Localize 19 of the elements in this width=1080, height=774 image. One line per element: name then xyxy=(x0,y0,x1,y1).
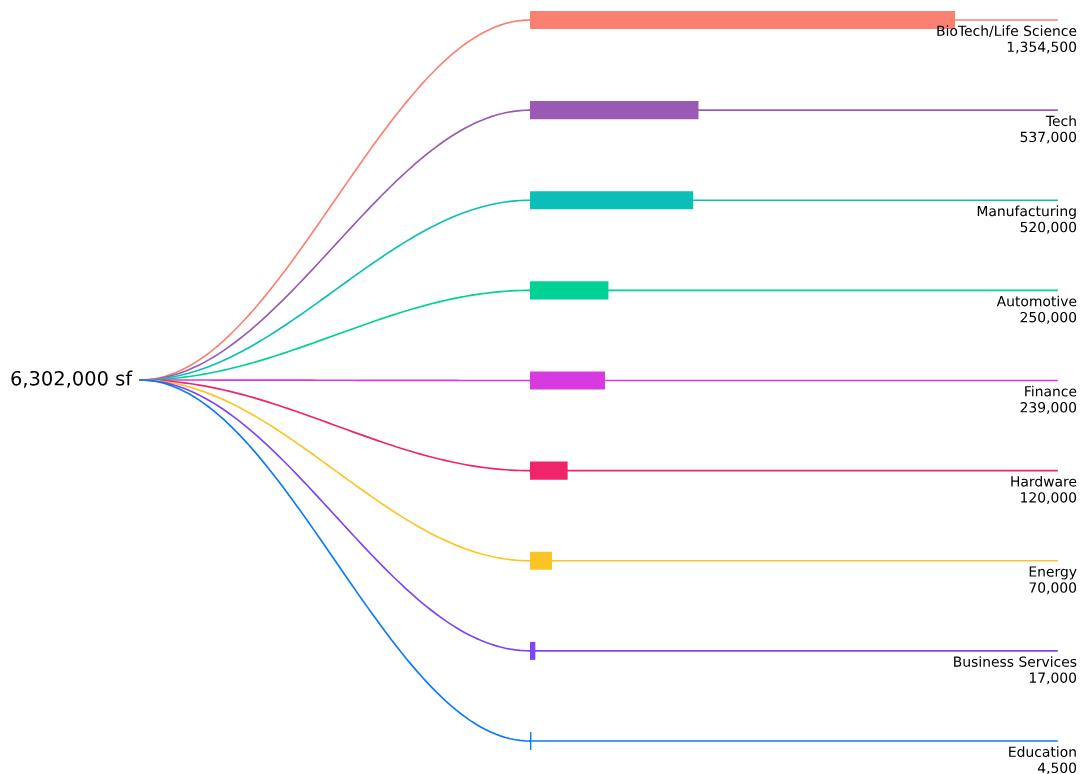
y-tick-label: Hardware xyxy=(1011,475,1077,487)
data-label: 537,000 xyxy=(1020,131,1077,144)
data-label: 1,354,500 xyxy=(1007,41,1077,54)
y-tick-label: Tech xyxy=(1045,115,1076,127)
data-label: 520,000 xyxy=(1020,221,1077,234)
y-tick-label: Business Services xyxy=(954,656,1077,667)
y-tick-label: BioTech/Life Science xyxy=(937,25,1077,38)
data-label: 4,500 xyxy=(1037,762,1077,774)
y-tick-label: Automotive xyxy=(996,295,1077,307)
text: 6,302,000 sf xyxy=(11,370,133,388)
data-label: 250,000 xyxy=(1020,311,1077,324)
y-tick-label: Education xyxy=(1009,746,1076,758)
data-label: 17,000 xyxy=(1029,672,1077,685)
y-tick-label: Finance xyxy=(1025,385,1077,397)
y-tick-label: Manufacturing xyxy=(977,205,1076,219)
data-label: 120,000 xyxy=(1021,492,1077,505)
data-label: 239,000 xyxy=(1020,402,1077,414)
y-tick-label: Energy xyxy=(1029,566,1077,580)
data-label: 70,000 xyxy=(1029,582,1077,595)
